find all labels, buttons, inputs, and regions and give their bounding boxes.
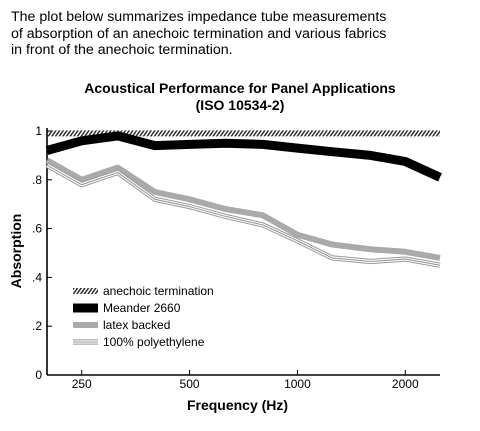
legend-label: latex backed	[103, 318, 170, 332]
x-axis-label: Frequency (Hz)	[187, 397, 288, 413]
series-line-100-polyethylene-core	[46, 164, 441, 266]
series-line-meander-2660	[45, 131, 442, 182]
series-latex-backed	[45, 157, 441, 261]
intro-text: The plot below summarizes impedance tube…	[11, 9, 387, 58]
y-axis-label: Absorption	[8, 214, 24, 289]
legend-item-meander-2660: Meander 2660	[73, 301, 181, 315]
y-tick-label: .2	[32, 319, 42, 333]
legend-label: anechoic termination	[103, 284, 214, 298]
x-tick-label: 250	[72, 377, 92, 391]
legend-label: Meander 2660	[103, 301, 181, 315]
x-tick-label: 500	[180, 377, 200, 391]
legend-label: 100% polyethylene	[103, 335, 205, 349]
chart-subtitle: (ISO 10534-2)	[195, 97, 285, 113]
series-line-latex-backed	[45, 157, 441, 261]
y-tick-label: 1	[35, 124, 42, 138]
chart-title: Acoustical Performance for Panel Applica…	[84, 80, 396, 96]
legend-item-100-polyethylene: 100% polyethylene	[73, 335, 205, 349]
x-tick-label: 2000	[392, 377, 419, 391]
y-tick-label: .4	[32, 270, 42, 284]
legend-item-anechoic-termination: anechoic termination	[73, 284, 214, 298]
series-100-polyethylene	[45, 162, 441, 268]
y-tick-label: .8	[32, 173, 42, 187]
y-tick-label: .6	[32, 222, 42, 236]
x-tick-label: 1000	[284, 377, 311, 391]
y-tick-label: 0	[35, 368, 42, 382]
legend-item-latex-backed: latex backed	[73, 318, 170, 332]
series-meander-2660	[45, 131, 442, 182]
